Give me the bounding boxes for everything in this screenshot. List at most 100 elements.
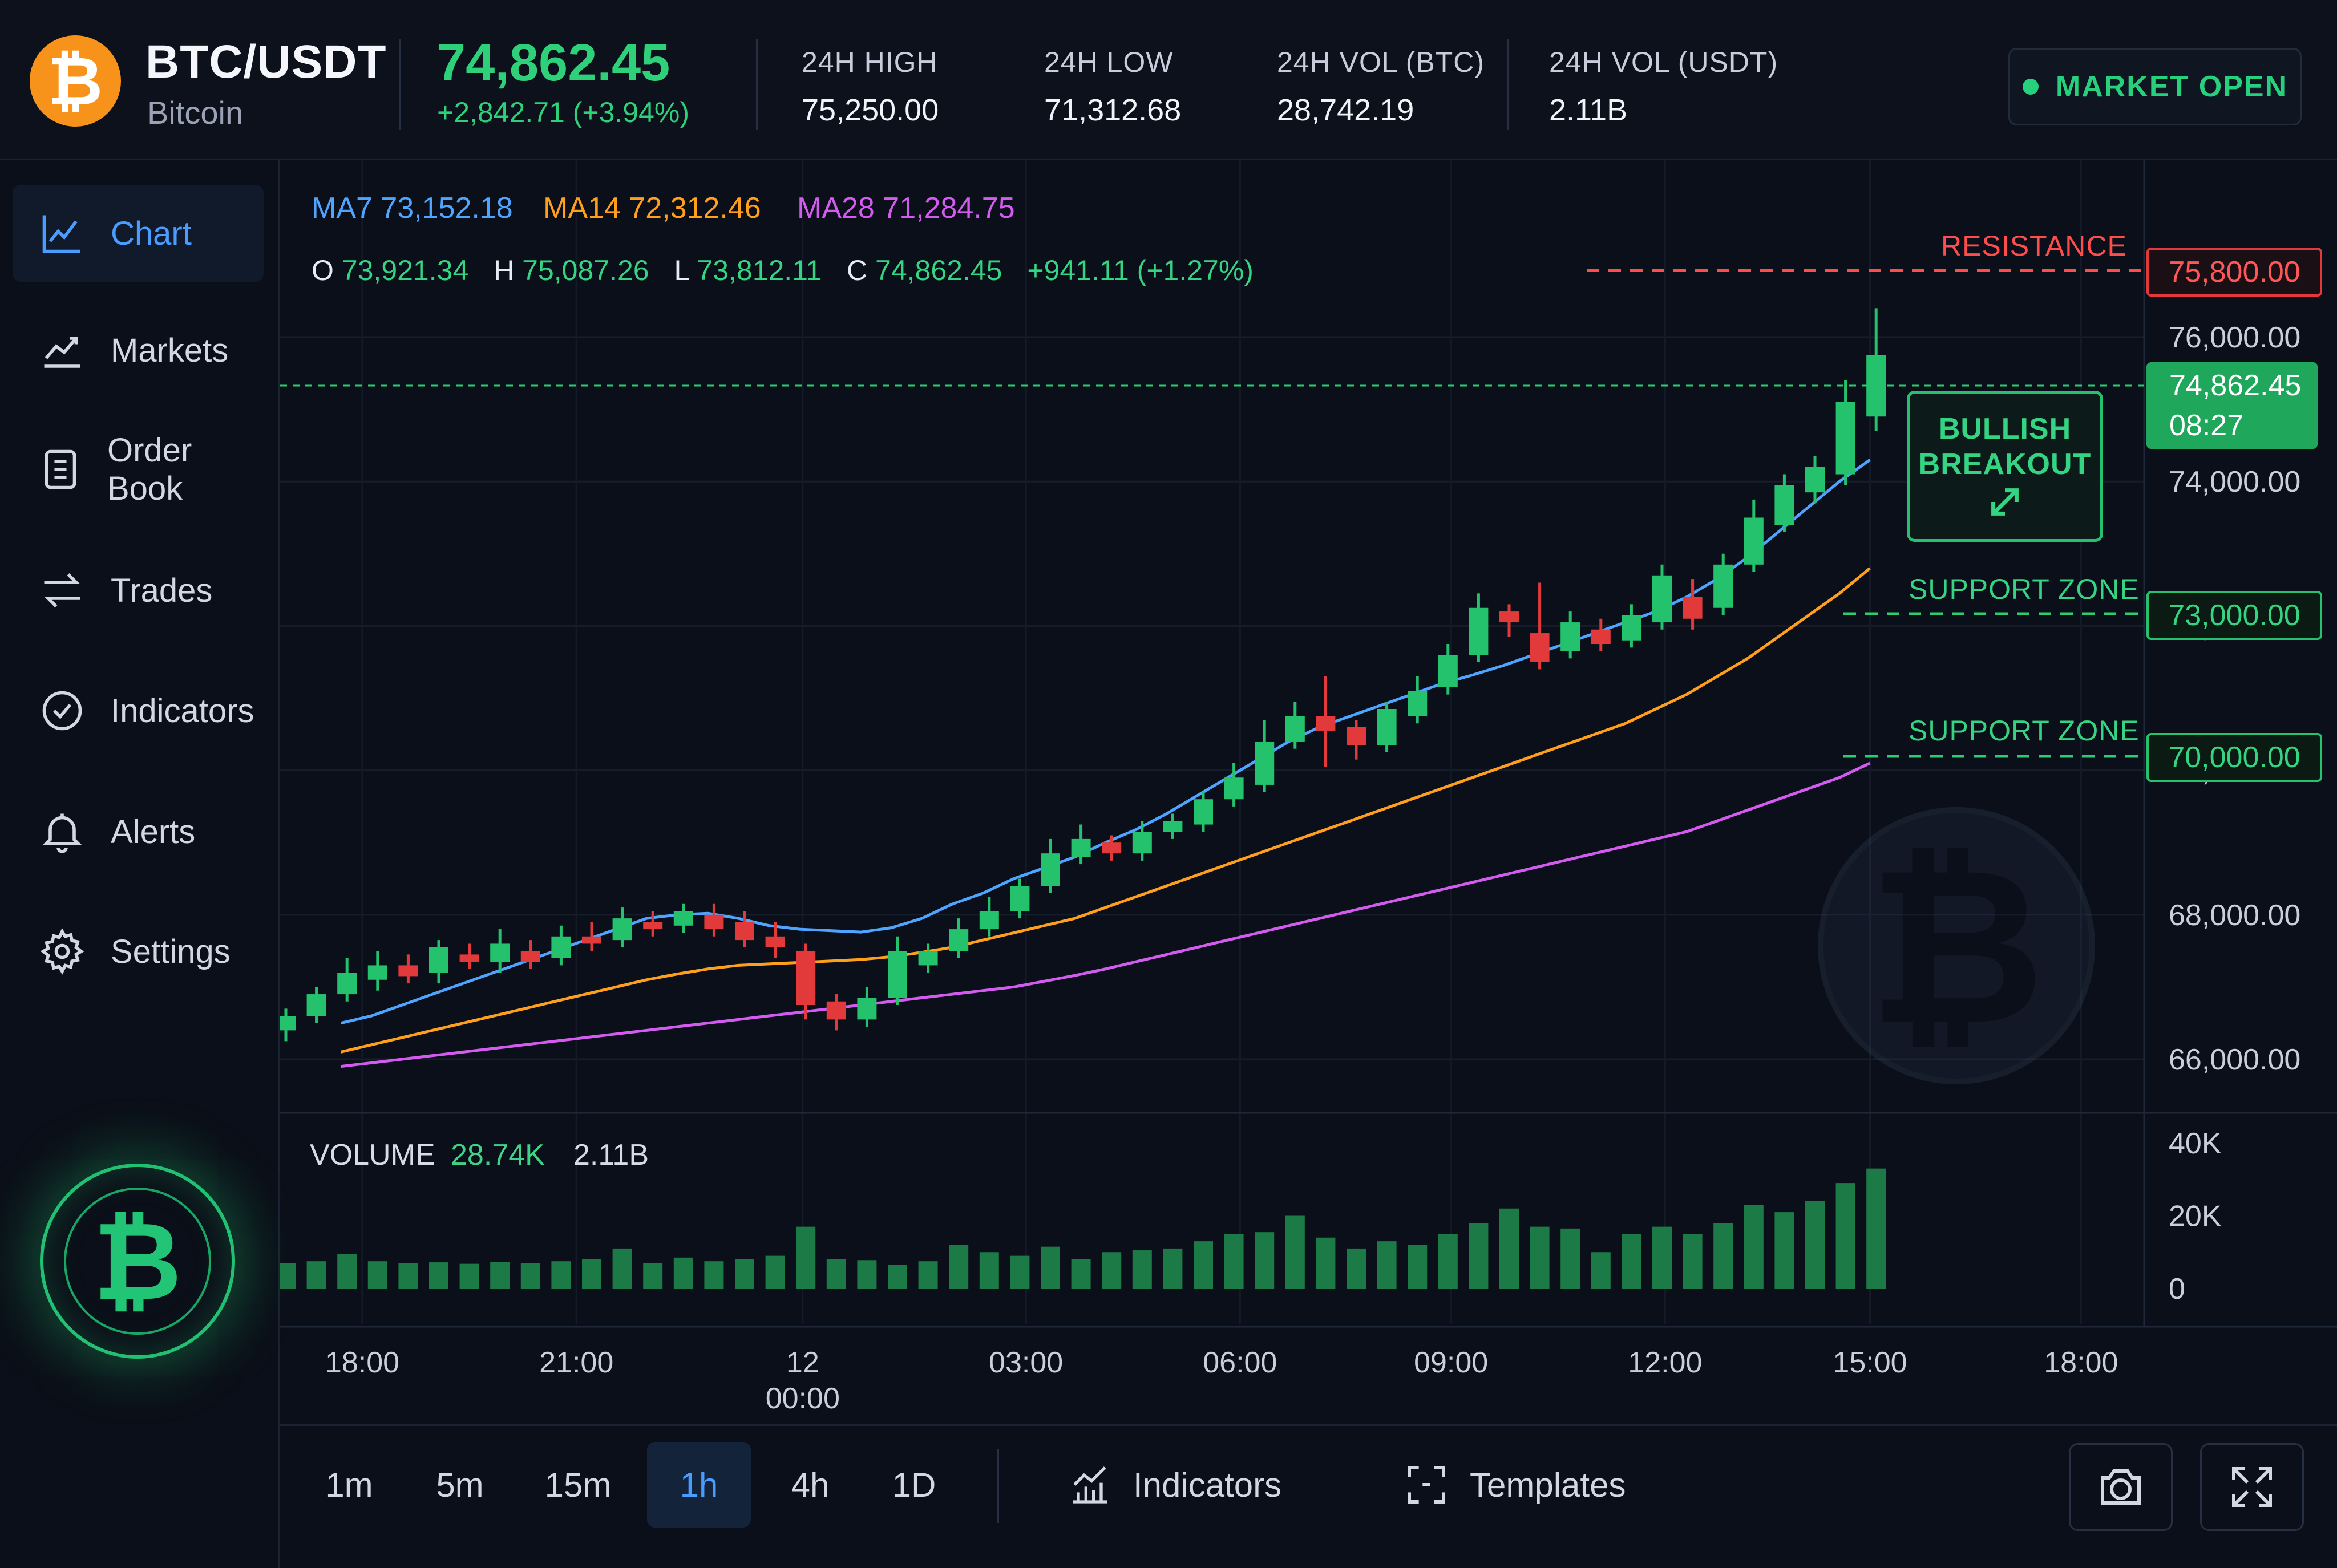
candle-body [1255, 741, 1275, 785]
candle-body [704, 914, 724, 930]
volume-tick-label: 40K [2169, 1127, 2222, 1160]
price-chart[interactable]: ₿ 76,000.0074,000.0072,000.0070,000.0068… [280, 160, 2337, 1427]
last-price: 74,862.45 [436, 34, 670, 92]
volume-bar [1530, 1226, 1550, 1289]
timeframe-4h[interactable]: 4h [791, 1465, 830, 1504]
ohlc-readout: O 73,921.34 H 75,087.26 L 73,812.11 C 74… [312, 254, 1254, 287]
volume-bar [796, 1226, 816, 1289]
sidebar-item-label: Chart [111, 214, 192, 252]
volume-bar [918, 1261, 938, 1289]
top-bar [0, 0, 2337, 160]
ohlc-high-label: H [494, 254, 515, 286]
ma7-value: 73,152.18 [381, 192, 513, 225]
volume-bar [1285, 1215, 1305, 1289]
volume-bar [1560, 1228, 1580, 1289]
order-book-icon [37, 444, 84, 495]
sidebar-item-alerts[interactable]: Alerts [13, 783, 264, 880]
volume-bar [704, 1261, 724, 1289]
candle-body [1591, 629, 1611, 645]
candle-body [520, 951, 540, 962]
volume-tick-label: 0 [2169, 1273, 2185, 1306]
volume-bar [1255, 1232, 1275, 1289]
candle-body [1805, 467, 1825, 493]
candle-body [1744, 517, 1764, 565]
stat-label-24h-vol-btc: 24H VOL (BTC) [1277, 46, 1485, 78]
volume-bar [1071, 1259, 1091, 1289]
ma14-line [340, 567, 1871, 1054]
candle-body [1132, 832, 1152, 854]
timeframe-15m[interactable]: 15m [544, 1465, 612, 1504]
candle-body [337, 973, 357, 995]
bullish-breakout-badge: BULLISH BREAKOUT [1907, 391, 2103, 542]
sidebar-item-indicators[interactable]: Indicators [13, 662, 264, 759]
stat-label-24h-low: 24H LOW [1044, 46, 1174, 78]
sidebar-item-label: Order Book [107, 432, 192, 507]
pair-title[interactable]: BTC/USDT [145, 36, 387, 88]
volume-bar [826, 1259, 846, 1289]
timeframe-1m[interactable]: 1m [325, 1465, 373, 1504]
indicators-button-label: Indicators [1133, 1465, 1282, 1504]
candle-body [1560, 622, 1580, 651]
volume-usdt: 2.11B [573, 1138, 649, 1172]
ohlc-close-label: C [847, 254, 868, 286]
time-tick-label: 18:00 [2044, 1346, 2118, 1379]
candle-body [1499, 611, 1519, 623]
sidebar-item-settings[interactable]: Settings [13, 903, 264, 1000]
timeframe-1h[interactable]: 1h [647, 1442, 751, 1528]
candle-body [490, 943, 510, 962]
sidebar-item-label: Markets [111, 331, 229, 369]
price-tick-label: 68,000.00 [2169, 899, 2300, 932]
candle-body [643, 922, 663, 930]
ma7-legend: MA7 73,152.18 [312, 191, 513, 225]
ohlc-low: 73,812.11 [697, 254, 822, 286]
coin-name: Bitcoin [147, 95, 244, 131]
candlesticks [280, 308, 1886, 1042]
indicators-button[interactable]: Indicators [1067, 1442, 1281, 1528]
sidebar-item-trades[interactable]: Trades [13, 542, 264, 639]
candle-body [857, 998, 877, 1020]
fullscreen-button[interactable] [2200, 1443, 2304, 1531]
templates-button-label: Templates [1470, 1465, 1626, 1504]
sidebar-item-order-book[interactable]: Order Book [13, 421, 264, 518]
volume-bar [857, 1260, 877, 1289]
timeframe-5m[interactable]: 5m [436, 1465, 484, 1504]
volume-axis: 40K 20K 0 [2169, 1127, 2222, 1306]
volume-bar [1835, 1183, 1855, 1289]
ma28-line [341, 761, 1871, 1068]
sidebar-item-chart[interactable]: Chart [13, 185, 264, 282]
sidebar-item-label: Trades [111, 572, 213, 609]
price-change: +2,842.71 (+3.94%) [437, 96, 689, 128]
candle-body [888, 951, 907, 998]
time-tick-label: 09:00 [1414, 1346, 1488, 1379]
ma28-value: 71,284.75 [883, 192, 1015, 225]
volume-btc: 28.74K [451, 1138, 545, 1172]
watermark-glyph: ₿ [1868, 820, 2045, 1073]
candle-body [1041, 853, 1060, 886]
volume-bar [398, 1263, 418, 1289]
price-tick-label: 74,000.00 [2169, 465, 2300, 499]
candle-body [1194, 799, 1213, 825]
candle-body [765, 936, 785, 947]
volume-bar [1041, 1246, 1060, 1289]
volume-bar [949, 1245, 969, 1289]
candle-body [1530, 633, 1550, 662]
volume-tick-label: 20K [2169, 1200, 2222, 1233]
indicators-icon [37, 685, 88, 736]
volume-bar [1744, 1205, 1764, 1289]
volume-bar [582, 1259, 601, 1289]
candle-body [1408, 691, 1428, 716]
templates-button[interactable]: Templates [1404, 1442, 1626, 1528]
ma14-value: 72,312.46 [629, 192, 761, 225]
volume-bar [1499, 1208, 1519, 1289]
ma28-legend: MA28 71,284.75 [797, 191, 1015, 225]
volume-bar [1010, 1255, 1030, 1289]
volume-bars [280, 1168, 1886, 1289]
timeframe-1d[interactable]: 1D [892, 1465, 936, 1504]
candle-countdown: 08:27 [2169, 409, 2244, 442]
support-zone-label-2: SUPPORT ZONE [1909, 715, 2140, 747]
volume-bar [1469, 1223, 1489, 1289]
time-tick-label: 18:00 [325, 1346, 399, 1379]
screenshot-button[interactable] [2069, 1443, 2173, 1531]
sidebar-item-markets[interactable]: Markets [13, 302, 264, 399]
header-divider [399, 39, 401, 130]
